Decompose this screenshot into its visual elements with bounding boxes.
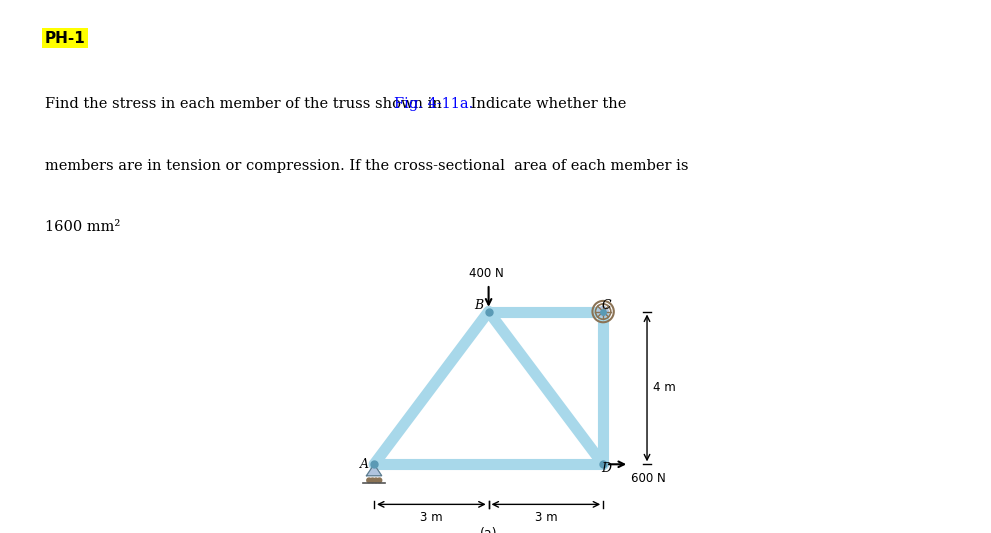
Text: 400 N: 400 N <box>470 266 504 279</box>
Text: (a): (a) <box>480 527 497 533</box>
Text: 3 m: 3 m <box>534 511 557 524</box>
Text: C: C <box>602 300 611 312</box>
Text: B: B <box>475 300 484 312</box>
Text: Indicate whether the: Indicate whether the <box>467 97 626 111</box>
Text: Find the stress in each member of the truss shown in: Find the stress in each member of the tr… <box>45 97 446 111</box>
Text: 600 N: 600 N <box>630 472 665 485</box>
Text: 3 m: 3 m <box>420 511 443 524</box>
Circle shape <box>378 478 382 482</box>
Text: D: D <box>602 462 611 474</box>
Text: PH-1: PH-1 <box>45 31 85 46</box>
Text: A: A <box>360 458 369 471</box>
Text: Fig. 4-11a.: Fig. 4-11a. <box>393 97 473 111</box>
Circle shape <box>367 478 372 482</box>
Polygon shape <box>367 464 382 476</box>
Circle shape <box>374 478 379 482</box>
Circle shape <box>599 306 608 317</box>
Text: 4 m: 4 m <box>653 382 676 394</box>
Circle shape <box>371 478 375 482</box>
Text: 1600 mm²: 1600 mm² <box>45 220 120 234</box>
Text: members are in tension or compression. If the cross-sectional  area of each memb: members are in tension or compression. I… <box>45 159 688 173</box>
